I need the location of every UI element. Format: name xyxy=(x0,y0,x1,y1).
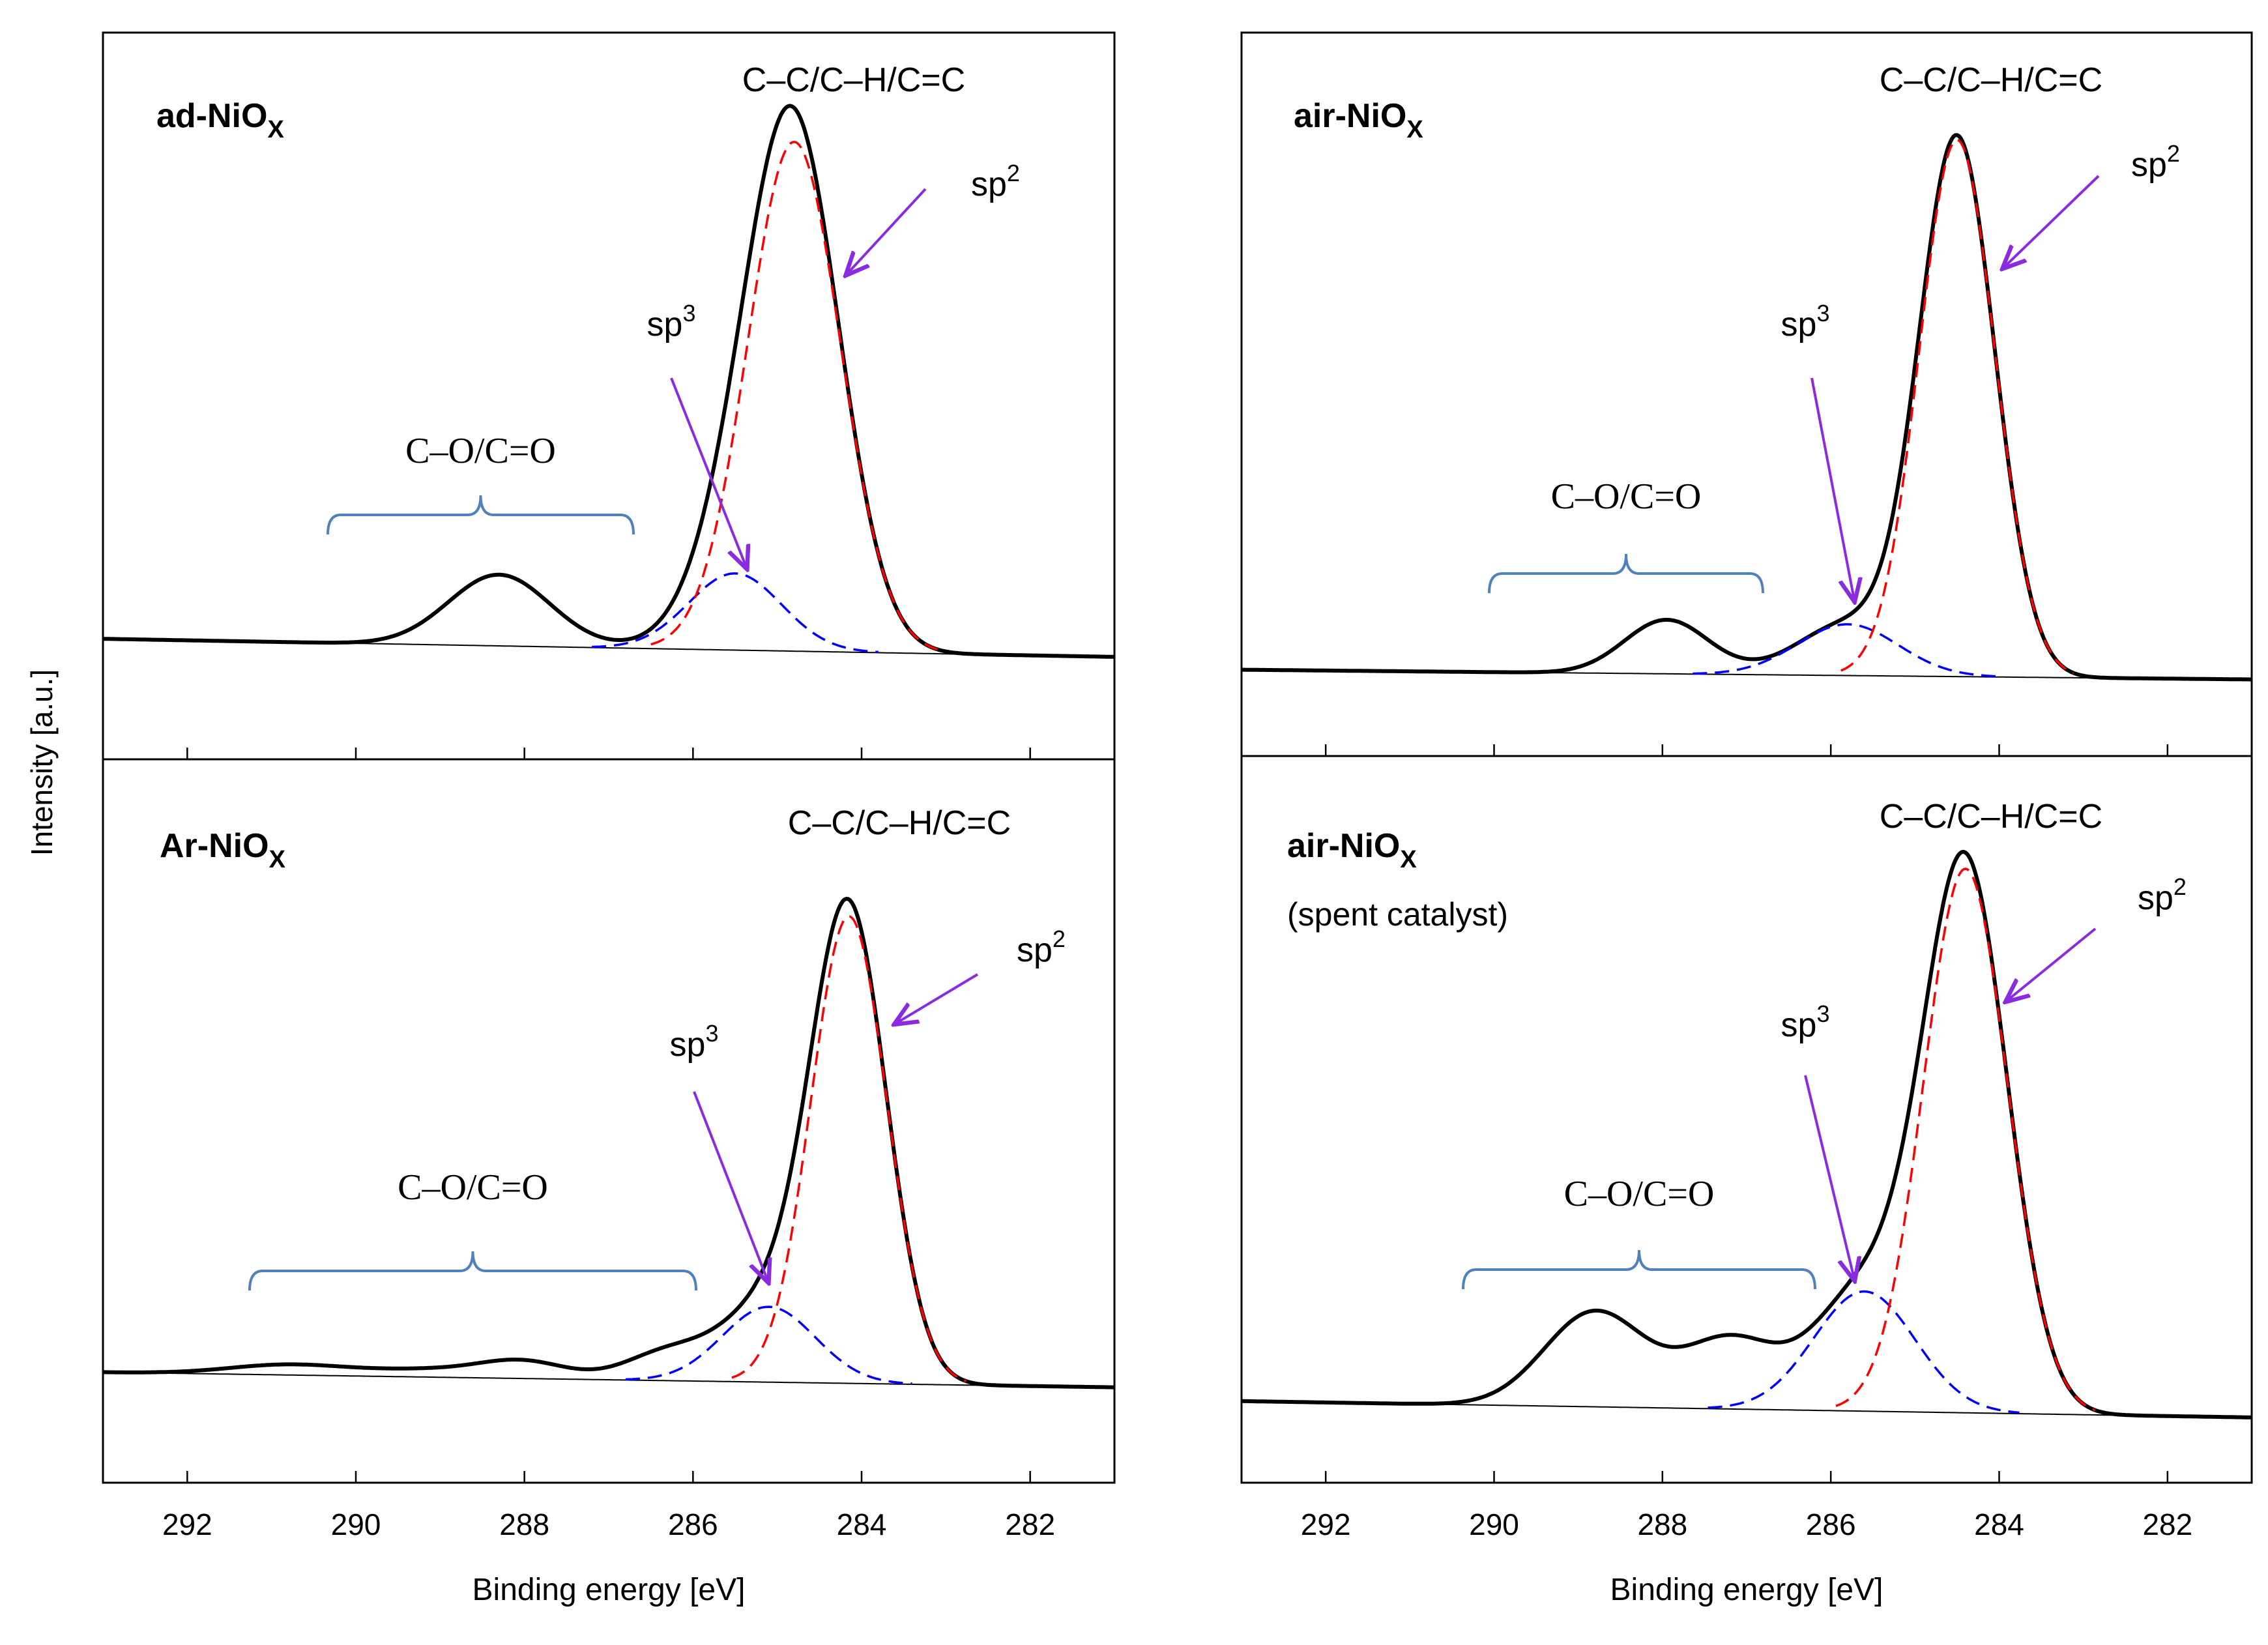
x-tick-label: 284 xyxy=(837,1507,887,1541)
x-tick-label: 286 xyxy=(1806,1507,1856,1541)
x-tick-label: 288 xyxy=(499,1507,549,1541)
sp3-label: sp3 xyxy=(1781,300,1830,343)
sample-label: air-NiOX xyxy=(1287,827,1417,873)
x-tick-label: 286 xyxy=(668,1507,718,1541)
x-tick-label: 292 xyxy=(162,1507,212,1541)
total-envelope-line xyxy=(102,104,1115,659)
sp3-component-line xyxy=(625,1305,912,1385)
sample-label: Ar-NiOX xyxy=(160,827,286,873)
co-bracket xyxy=(327,495,635,535)
co-bracket xyxy=(1462,1249,1816,1290)
panel-frame xyxy=(102,758,1116,1484)
co-bracket xyxy=(1488,553,1764,594)
sp2-component-line xyxy=(1840,138,2074,675)
x-tick-label: 284 xyxy=(1974,1507,2024,1541)
sp2-component-line xyxy=(731,915,967,1382)
peak-label: C–C/C–H/C=C xyxy=(742,61,965,99)
sp3-arrow xyxy=(693,1091,768,1281)
sp3-component-line xyxy=(1708,1290,2020,1414)
panel-frame xyxy=(1240,755,2253,1484)
peak-label: C–C/C–H/C=C xyxy=(1880,798,2102,836)
x-tick-label: 282 xyxy=(1005,1507,1055,1541)
panel-frame xyxy=(102,31,1116,761)
x-tick-label: 292 xyxy=(1301,1507,1351,1541)
sp2-label: sp2 xyxy=(971,160,1020,203)
x-tick-label: 288 xyxy=(1637,1507,1687,1541)
sp3-label: sp3 xyxy=(670,1020,719,1064)
sp3-component-line xyxy=(592,572,879,654)
sp2-arrow xyxy=(2007,927,2097,1000)
sp3-arrow xyxy=(1810,377,1854,600)
sp3-arrow xyxy=(1804,1075,1854,1279)
peak-label: C–C/C–H/C=C xyxy=(788,804,1011,842)
total-envelope-line xyxy=(1241,850,2252,1419)
background-line xyxy=(103,1371,1114,1388)
panel-ar: 292 290 288 286 284 282 Binding energy [eV] Ar-… xyxy=(102,758,1116,1607)
sp2-label: sp2 xyxy=(2131,140,2180,184)
panel-spent: 292 290 288 286 284 282 Binding energy [eV] air… xyxy=(1240,755,2253,1607)
sp2-component-line xyxy=(1835,867,2096,1412)
sp2-arrow xyxy=(896,973,979,1023)
sp3-arrow xyxy=(670,377,746,567)
sample-label: ad-NiOX xyxy=(156,97,284,143)
panel-ad: ad-NiOX C–C/C–H/C=C sp2 sp3 C–O/C=O xyxy=(102,31,1116,761)
x-axis-label: Binding energy [eV] xyxy=(472,1573,746,1607)
sp2-arrow xyxy=(2004,175,2100,267)
sp2-component-line xyxy=(650,141,938,651)
y-axis-label: Intensity [a.u.] xyxy=(25,669,59,856)
x-tick-label: 290 xyxy=(331,1507,381,1541)
panel-frame xyxy=(1240,31,2253,757)
co-label: C–O/C=O xyxy=(1564,1174,1715,1214)
sp3-label: sp3 xyxy=(647,300,696,343)
sp2-arrow xyxy=(847,188,927,274)
x-tick-label: 282 xyxy=(2142,1507,2192,1541)
co-label: C–O/C=O xyxy=(405,431,556,471)
sample-note: (spent catalyst) xyxy=(1287,896,1508,933)
plot-area: ad-NiOX C–C/C–H/C=C sp2 sp3 C–O/C=O air-NiOX C… xyxy=(102,31,2253,1607)
sp3-component-line xyxy=(1693,623,2003,678)
panel-air: air-NiOX C–C/C–H/C=C sp2 sp3 C–O/C=O xyxy=(1240,31,2253,757)
total-envelope-line xyxy=(102,897,1115,1390)
peak-label: C–C/C–H/C=C xyxy=(1880,61,2102,99)
sample-label: air-NiOX xyxy=(1294,97,1423,143)
co-bracket xyxy=(248,1251,697,1291)
x-tick-label: 290 xyxy=(1469,1507,1519,1541)
x-axis-label: Binding energy [eV] xyxy=(1610,1573,1883,1607)
sp2-label: sp2 xyxy=(1017,925,1066,969)
co-label: C–O/C=O xyxy=(1551,476,1702,517)
co-label: C–O/C=O xyxy=(398,1167,548,1208)
sp3-label: sp3 xyxy=(1781,1000,1830,1044)
total-envelope-line xyxy=(1241,133,2252,682)
sp2-label: sp2 xyxy=(2138,873,2187,917)
